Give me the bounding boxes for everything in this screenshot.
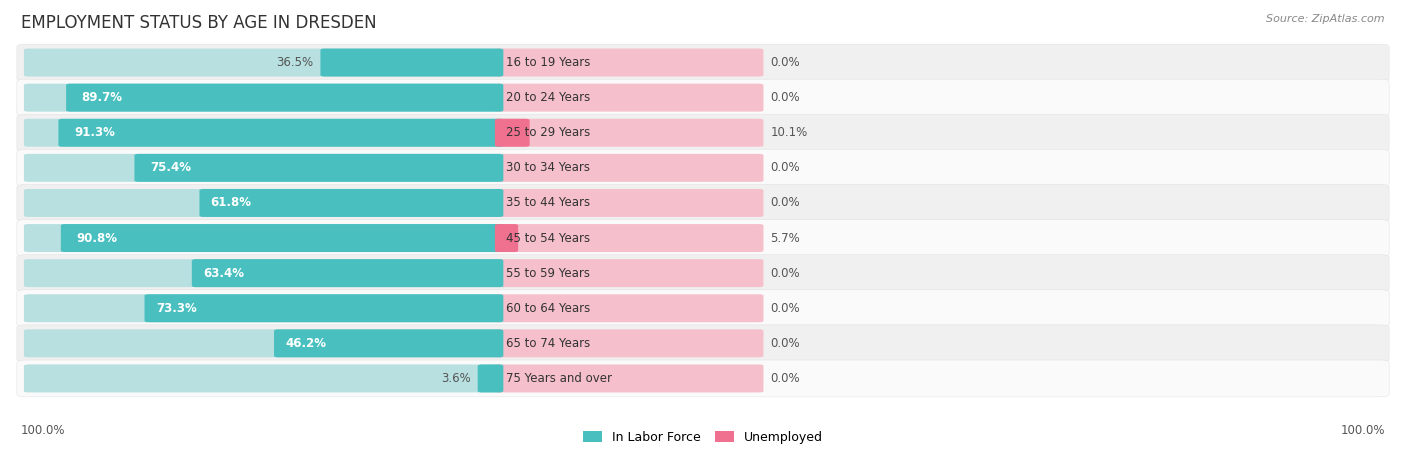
- FancyBboxPatch shape: [24, 49, 503, 76]
- Text: 63.4%: 63.4%: [202, 267, 245, 279]
- Text: 100.0%: 100.0%: [21, 423, 66, 436]
- Text: 75 Years and over: 75 Years and over: [506, 372, 612, 385]
- Text: EMPLOYMENT STATUS BY AGE IN DRESDEN: EMPLOYMENT STATUS BY AGE IN DRESDEN: [21, 14, 377, 32]
- Text: 65 to 74 Years: 65 to 74 Years: [506, 337, 591, 350]
- Legend: In Labor Force, Unemployed: In Labor Force, Unemployed: [583, 431, 823, 444]
- Text: 5.7%: 5.7%: [770, 232, 800, 244]
- Text: 0.0%: 0.0%: [770, 197, 800, 209]
- Text: 100.0%: 100.0%: [1340, 423, 1385, 436]
- FancyBboxPatch shape: [495, 49, 763, 76]
- FancyBboxPatch shape: [495, 224, 763, 252]
- Text: 55 to 59 Years: 55 to 59 Years: [506, 267, 591, 279]
- Text: 0.0%: 0.0%: [770, 91, 800, 104]
- FancyBboxPatch shape: [135, 154, 503, 182]
- Text: 46.2%: 46.2%: [285, 337, 326, 350]
- Text: 10.1%: 10.1%: [770, 126, 807, 139]
- Text: 16 to 19 Years: 16 to 19 Years: [506, 56, 591, 69]
- FancyBboxPatch shape: [24, 364, 503, 392]
- FancyBboxPatch shape: [66, 84, 503, 112]
- FancyBboxPatch shape: [495, 84, 763, 112]
- FancyBboxPatch shape: [495, 364, 763, 392]
- Text: 35 to 44 Years: 35 to 44 Years: [506, 197, 591, 209]
- Text: 73.3%: 73.3%: [156, 302, 197, 315]
- Text: 0.0%: 0.0%: [770, 56, 800, 69]
- FancyBboxPatch shape: [495, 224, 519, 252]
- Text: 0.0%: 0.0%: [770, 337, 800, 350]
- FancyBboxPatch shape: [478, 364, 503, 392]
- Text: Source: ZipAtlas.com: Source: ZipAtlas.com: [1267, 14, 1385, 23]
- FancyBboxPatch shape: [495, 189, 763, 217]
- Text: 61.8%: 61.8%: [211, 197, 252, 209]
- FancyBboxPatch shape: [24, 259, 503, 287]
- FancyBboxPatch shape: [60, 224, 503, 252]
- FancyBboxPatch shape: [495, 154, 763, 182]
- Text: 60 to 64 Years: 60 to 64 Years: [506, 302, 591, 315]
- Text: 0.0%: 0.0%: [770, 302, 800, 315]
- FancyBboxPatch shape: [17, 79, 1389, 116]
- Text: 3.6%: 3.6%: [441, 372, 471, 385]
- FancyBboxPatch shape: [24, 154, 503, 182]
- FancyBboxPatch shape: [145, 294, 503, 322]
- FancyBboxPatch shape: [24, 329, 503, 357]
- FancyBboxPatch shape: [495, 119, 530, 147]
- FancyBboxPatch shape: [17, 325, 1389, 362]
- FancyBboxPatch shape: [24, 294, 503, 322]
- FancyBboxPatch shape: [17, 255, 1389, 292]
- Text: 91.3%: 91.3%: [75, 126, 115, 139]
- Text: 90.8%: 90.8%: [76, 232, 117, 244]
- Text: 0.0%: 0.0%: [770, 372, 800, 385]
- Text: 45 to 54 Years: 45 to 54 Years: [506, 232, 591, 244]
- FancyBboxPatch shape: [24, 84, 503, 112]
- FancyBboxPatch shape: [17, 184, 1389, 221]
- Text: 20 to 24 Years: 20 to 24 Years: [506, 91, 591, 104]
- FancyBboxPatch shape: [495, 329, 763, 357]
- FancyBboxPatch shape: [17, 220, 1389, 256]
- Text: 30 to 34 Years: 30 to 34 Years: [506, 162, 591, 174]
- FancyBboxPatch shape: [17, 114, 1389, 151]
- Text: 89.7%: 89.7%: [82, 91, 122, 104]
- Text: 36.5%: 36.5%: [276, 56, 314, 69]
- FancyBboxPatch shape: [17, 149, 1389, 186]
- Text: 0.0%: 0.0%: [770, 267, 800, 279]
- FancyBboxPatch shape: [321, 49, 503, 76]
- FancyBboxPatch shape: [59, 119, 503, 147]
- FancyBboxPatch shape: [191, 259, 503, 287]
- FancyBboxPatch shape: [200, 189, 503, 217]
- FancyBboxPatch shape: [274, 329, 503, 357]
- FancyBboxPatch shape: [17, 290, 1389, 327]
- Text: 0.0%: 0.0%: [770, 162, 800, 174]
- FancyBboxPatch shape: [24, 224, 503, 252]
- FancyBboxPatch shape: [24, 119, 503, 147]
- FancyBboxPatch shape: [24, 189, 503, 217]
- FancyBboxPatch shape: [495, 119, 763, 147]
- FancyBboxPatch shape: [495, 294, 763, 322]
- Text: 75.4%: 75.4%: [150, 162, 191, 174]
- FancyBboxPatch shape: [17, 44, 1389, 81]
- Text: 25 to 29 Years: 25 to 29 Years: [506, 126, 591, 139]
- FancyBboxPatch shape: [495, 259, 763, 287]
- FancyBboxPatch shape: [17, 360, 1389, 397]
